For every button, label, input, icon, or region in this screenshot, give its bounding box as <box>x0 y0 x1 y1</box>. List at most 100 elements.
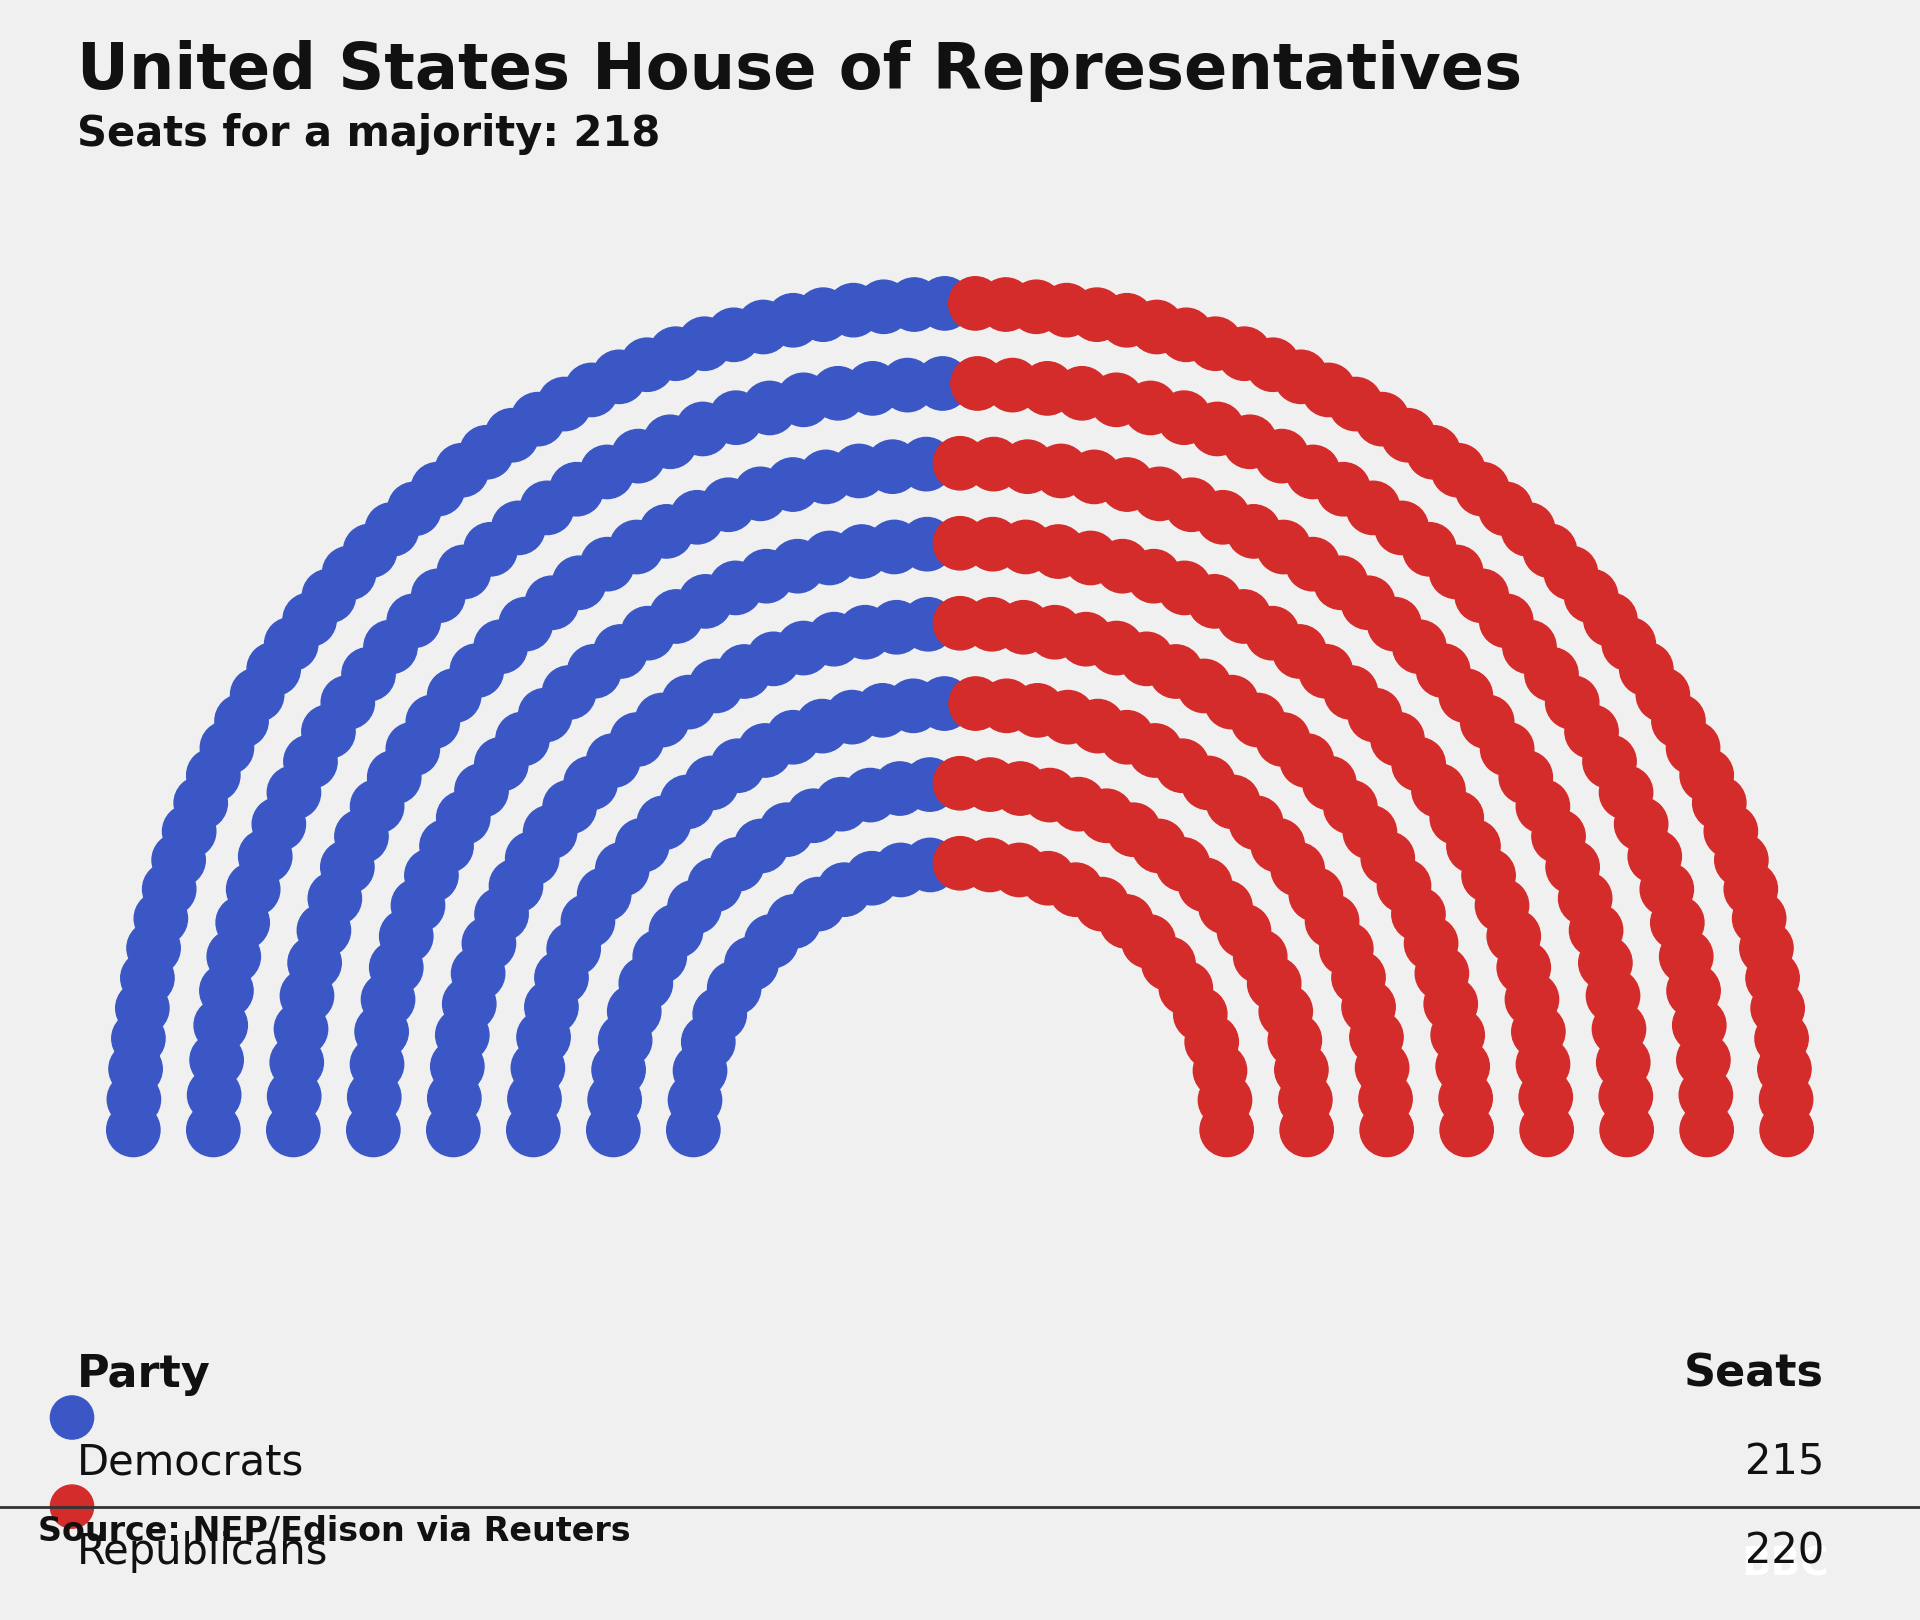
Circle shape <box>660 776 714 829</box>
Circle shape <box>1392 737 1446 791</box>
Circle shape <box>1599 1103 1653 1157</box>
Circle shape <box>900 437 952 491</box>
Circle shape <box>1133 820 1185 873</box>
Circle shape <box>267 766 321 820</box>
Circle shape <box>1198 1074 1252 1128</box>
Circle shape <box>461 426 513 480</box>
Circle shape <box>265 617 319 671</box>
Circle shape <box>1584 593 1638 646</box>
Circle shape <box>288 936 342 990</box>
Circle shape <box>1440 669 1492 723</box>
Circle shape <box>649 327 703 381</box>
Circle shape <box>474 620 528 674</box>
Circle shape <box>1200 1103 1254 1157</box>
Circle shape <box>1060 612 1114 666</box>
Circle shape <box>252 797 305 850</box>
Circle shape <box>142 862 196 915</box>
Circle shape <box>1392 888 1446 941</box>
Circle shape <box>933 836 987 889</box>
Circle shape <box>463 917 516 970</box>
Circle shape <box>1160 961 1212 1014</box>
Circle shape <box>1592 1003 1645 1056</box>
Circle shape <box>766 293 820 347</box>
Circle shape <box>405 849 459 902</box>
Circle shape <box>843 768 897 821</box>
Circle shape <box>607 985 660 1038</box>
Circle shape <box>564 363 618 416</box>
Circle shape <box>616 818 668 872</box>
Circle shape <box>490 859 543 912</box>
Circle shape <box>828 284 879 337</box>
Circle shape <box>618 957 672 1011</box>
Circle shape <box>739 549 793 603</box>
Circle shape <box>1367 598 1421 651</box>
Circle shape <box>109 1042 163 1095</box>
Circle shape <box>1359 1072 1413 1126</box>
Circle shape <box>1755 1012 1809 1064</box>
Circle shape <box>918 277 972 330</box>
Circle shape <box>778 622 829 676</box>
Circle shape <box>904 838 956 891</box>
Circle shape <box>1041 690 1094 744</box>
Circle shape <box>1100 711 1154 765</box>
Circle shape <box>670 491 724 544</box>
Circle shape <box>826 690 879 744</box>
Circle shape <box>1075 878 1129 932</box>
Circle shape <box>1052 778 1106 831</box>
Circle shape <box>580 538 634 591</box>
Circle shape <box>1165 478 1217 531</box>
Circle shape <box>1188 318 1242 371</box>
Circle shape <box>561 894 614 948</box>
Circle shape <box>564 757 618 810</box>
Circle shape <box>428 669 480 723</box>
Circle shape <box>1179 859 1233 912</box>
Circle shape <box>1480 723 1534 776</box>
Circle shape <box>580 446 634 499</box>
Circle shape <box>411 569 465 622</box>
Circle shape <box>248 643 300 695</box>
Circle shape <box>1505 972 1559 1025</box>
Circle shape <box>996 601 1050 654</box>
Circle shape <box>152 833 205 886</box>
Circle shape <box>1091 622 1142 676</box>
Circle shape <box>726 936 778 990</box>
Circle shape <box>1546 676 1599 729</box>
Circle shape <box>1392 620 1446 674</box>
Circle shape <box>280 969 334 1022</box>
Circle shape <box>588 1072 641 1126</box>
Circle shape <box>411 462 465 515</box>
Circle shape <box>1332 951 1384 1004</box>
Circle shape <box>111 1012 165 1064</box>
Circle shape <box>186 748 240 802</box>
Circle shape <box>887 679 941 732</box>
Circle shape <box>344 525 397 577</box>
Circle shape <box>1517 779 1569 833</box>
Circle shape <box>1231 693 1284 747</box>
Circle shape <box>215 695 269 748</box>
Circle shape <box>321 676 374 729</box>
Circle shape <box>1173 988 1227 1042</box>
Circle shape <box>874 761 927 815</box>
Circle shape <box>543 781 597 834</box>
Circle shape <box>902 598 954 651</box>
Circle shape <box>687 859 741 912</box>
Circle shape <box>449 645 503 697</box>
Circle shape <box>334 810 388 863</box>
Circle shape <box>881 358 935 411</box>
Circle shape <box>1194 1043 1246 1097</box>
Circle shape <box>812 366 864 420</box>
Circle shape <box>1031 525 1085 578</box>
Circle shape <box>451 946 505 1000</box>
Circle shape <box>1693 776 1745 829</box>
Circle shape <box>1565 705 1619 758</box>
Circle shape <box>1519 1071 1572 1124</box>
Circle shape <box>599 1014 651 1068</box>
Circle shape <box>524 805 576 859</box>
Circle shape <box>348 1103 399 1157</box>
Circle shape <box>1523 525 1576 577</box>
Circle shape <box>1517 1037 1571 1090</box>
Circle shape <box>190 1034 244 1087</box>
Circle shape <box>868 520 922 573</box>
Circle shape <box>745 915 799 969</box>
Circle shape <box>492 501 545 554</box>
